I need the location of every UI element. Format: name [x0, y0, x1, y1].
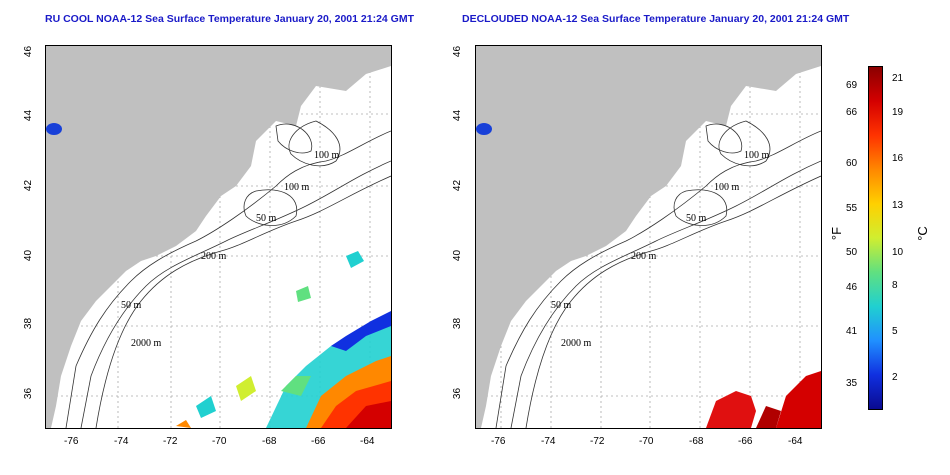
f-tick-label: 66: [846, 107, 858, 118]
contour-label: 50 m: [551, 300, 572, 311]
right-panel-title: DECLOUDED NOAA-12 Sea Surface Temperatur…: [462, 13, 850, 25]
y-tick-label: 36: [452, 387, 464, 400]
x-tick-label: -66: [311, 436, 326, 447]
c-tick-label: 19: [892, 107, 904, 118]
left-panel-title: RU COOL NOAA-12 Sea Surface Temperature …: [45, 13, 415, 25]
y-tick-label: 46: [452, 45, 464, 58]
x-tick-label: -70: [212, 436, 227, 447]
x-tick-label: -74: [114, 436, 129, 447]
y-tick-label: 42: [23, 179, 35, 192]
c-tick-label: 8: [892, 280, 898, 291]
f-tick-label: 35: [846, 378, 858, 389]
y-tick-label: 40: [23, 249, 35, 262]
contour-label: 2000 m: [131, 338, 162, 349]
contour-label: 100 m: [744, 150, 770, 161]
y-tick-label: 46: [23, 45, 35, 58]
left-map-panel: 100 m 100 m 50 m 200 m 50 m 2000 m: [45, 45, 392, 429]
land-mass: [46, 46, 391, 428]
x-tick-label: -72: [590, 436, 605, 447]
contour-label: 200 m: [631, 251, 657, 262]
colorbar-gradient: [868, 66, 883, 410]
contour-label: 50 m: [121, 300, 142, 311]
contour-label: 100 m: [284, 182, 310, 193]
f-tick-label: 46: [846, 282, 858, 293]
x-tick-label: -76: [491, 436, 506, 447]
sst-patches: [176, 251, 391, 428]
x-tick-label: -72: [163, 436, 178, 447]
contour-label: 200 m: [201, 251, 227, 262]
sst-patches: [706, 371, 821, 428]
contour-label: 100 m: [314, 150, 340, 161]
y-tick-label: 38: [23, 317, 35, 330]
c-tick-label: 5: [892, 326, 898, 337]
x-tick-label: -68: [689, 436, 704, 447]
y-tick-label: 38: [452, 317, 464, 330]
x-tick-label: -66: [738, 436, 753, 447]
land-mass: [476, 46, 821, 428]
right-map-panel: 100 m 100 m 50 m 200 m 50 m 2000 m: [475, 45, 822, 429]
f-tick-label: 50: [846, 247, 858, 258]
c-tick-label: 10: [892, 247, 904, 258]
celsius-unit-label: °C: [914, 226, 930, 241]
c-tick-label: 2: [892, 372, 898, 383]
c-tick-label: 16: [892, 153, 904, 164]
contour-label: 50 m: [256, 213, 277, 224]
x-tick-label: -76: [64, 436, 79, 447]
right-map-canvas: 100 m 100 m 50 m 200 m 50 m 2000 m: [476, 46, 821, 428]
x-tick-label: -68: [262, 436, 277, 447]
contour-label: 50 m: [686, 213, 707, 224]
x-tick-label: -64: [788, 436, 803, 447]
f-tick-label: 55: [846, 203, 858, 214]
x-tick-label: -70: [639, 436, 654, 447]
y-tick-label: 36: [23, 387, 35, 400]
f-tick-label: 60: [846, 158, 858, 169]
fahrenheit-unit-label: °F: [829, 226, 845, 241]
f-tick-label: 41: [846, 326, 858, 337]
contour-label: 2000 m: [561, 338, 592, 349]
y-tick-label: 42: [452, 179, 464, 192]
y-tick-label: 44: [452, 109, 464, 122]
y-tick-label: 40: [452, 249, 464, 262]
f-tick-label: 69: [846, 80, 858, 91]
y-tick-label: 44: [23, 109, 35, 122]
c-tick-label: 13: [892, 200, 904, 211]
x-tick-label: -64: [360, 436, 375, 447]
c-tick-label: 21: [892, 73, 904, 84]
contour-label: 100 m: [714, 182, 740, 193]
left-map-canvas: 100 m 100 m 50 m 200 m 50 m 2000 m: [46, 46, 391, 428]
x-tick-label: -74: [541, 436, 556, 447]
